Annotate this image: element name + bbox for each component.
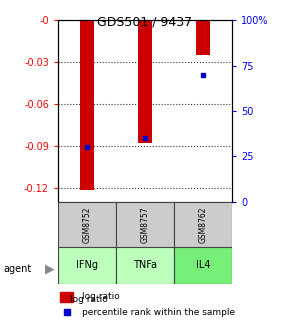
Bar [116,202,174,247]
Text: ▶: ▶ [45,262,55,275]
Bar [196,20,210,55]
Bar [58,202,116,247]
Text: agent: agent [3,264,31,274]
Bar [116,247,174,284]
Bar [174,202,232,247]
Text: GSM8752: GSM8752 [82,206,92,243]
Text: GSM8762: GSM8762 [198,206,208,243]
Text: GDS501 / 9437: GDS501 / 9437 [97,15,193,28]
Bar [138,20,152,143]
Text: IFNg: IFNg [76,260,98,270]
Text: percentile rank within the sample: percentile rank within the sample [82,308,235,317]
Text: IL4: IL4 [196,260,210,270]
Bar [174,247,232,284]
Text: log ratio: log ratio [82,292,120,301]
Bar [60,292,73,302]
Text: TNFa: TNFa [133,260,157,270]
Bar [58,247,116,284]
Text: log ratio: log ratio [70,295,107,303]
Bar [80,20,94,191]
Text: GSM8757: GSM8757 [140,206,150,243]
